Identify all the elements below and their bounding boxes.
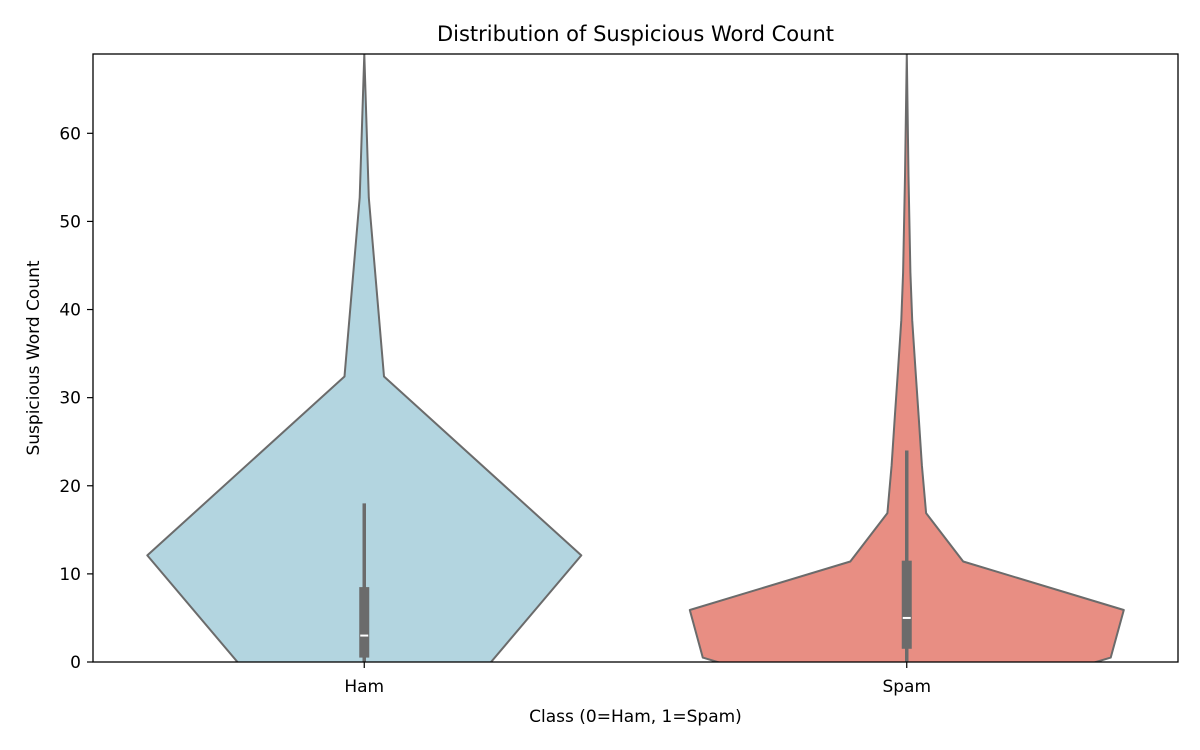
plot-frame	[92, 53, 1179, 663]
x-axis: Ham Spam	[344, 662, 931, 697]
y-tick-label: 40	[59, 301, 81, 321]
violin-spam	[688, 54, 1125, 662]
plot-area	[146, 54, 1125, 662]
y-axis-title: Suspicious Word Count	[24, 260, 44, 455]
x-tick-label-ham: Ham	[344, 677, 384, 697]
x-axis-title: Class (0=Ham, 1=Spam)	[529, 707, 742, 727]
iqr-box-ham	[359, 587, 370, 658]
y-tick-label: 30	[59, 389, 81, 409]
violin-body-ham	[146, 54, 583, 662]
iqr-box-spam	[901, 560, 912, 649]
violin-body-spam	[688, 54, 1125, 662]
chart-title: Distribution of Suspicious Word Count	[437, 22, 834, 46]
y-axis: 0 10 20 30 40 50 60	[59, 124, 93, 673]
y-tick-label: 20	[59, 477, 81, 497]
x-tick-label-spam: Spam	[882, 677, 931, 697]
y-tick-label: 10	[59, 565, 81, 585]
y-tick-label: 60	[59, 124, 81, 144]
y-tick-label: 50	[59, 212, 81, 232]
violin-ham	[146, 54, 583, 662]
y-tick-label: 0	[70, 653, 81, 673]
